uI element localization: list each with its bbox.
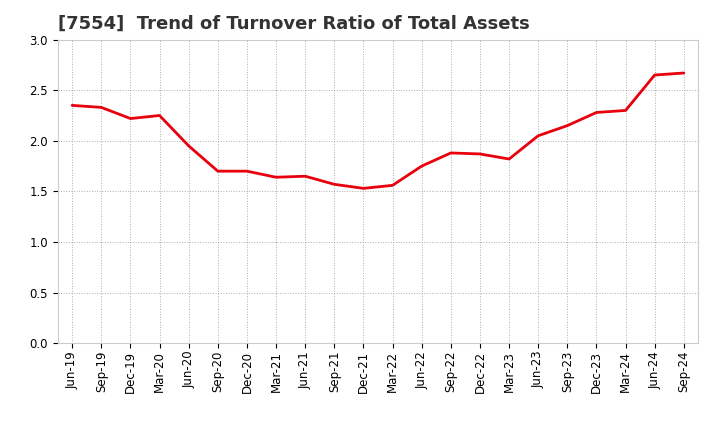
Text: [7554]  Trend of Turnover Ratio of Total Assets: [7554] Trend of Turnover Ratio of Total … — [58, 15, 529, 33]
